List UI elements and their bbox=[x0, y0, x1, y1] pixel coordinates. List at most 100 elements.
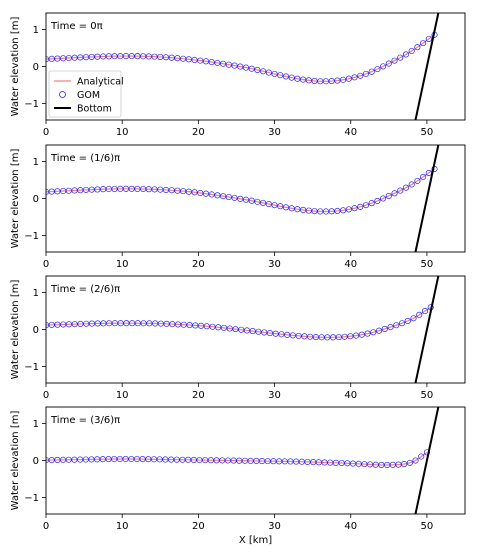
gom-point bbox=[357, 203, 364, 210]
gom-point bbox=[238, 326, 245, 333]
bottom-line bbox=[414, 145, 440, 252]
y-tick-label: 0 bbox=[33, 62, 39, 73]
gom-point bbox=[398, 320, 406, 327]
plot-area bbox=[46, 276, 440, 383]
gom-point bbox=[185, 56, 192, 63]
gom-point bbox=[295, 332, 302, 339]
legend: Analytical GOM Bottom bbox=[48, 70, 124, 118]
gom-point bbox=[357, 72, 364, 79]
y-tick-label: −1 bbox=[24, 493, 39, 504]
x-tick-label: 20 bbox=[192, 390, 205, 401]
x-tick-label: 40 bbox=[344, 390, 357, 401]
gom-point bbox=[347, 333, 354, 340]
gom-point bbox=[345, 75, 352, 82]
gom-point bbox=[385, 60, 392, 67]
y-tick-label: 0 bbox=[33, 194, 39, 205]
gom-point bbox=[220, 324, 228, 331]
gom-point bbox=[301, 333, 308, 340]
gom-point bbox=[334, 207, 341, 215]
x-tick-label: 50 bbox=[421, 127, 434, 138]
bottom-line bbox=[414, 407, 440, 514]
y-tick-label: 1 bbox=[33, 288, 39, 299]
x-tick-label: 30 bbox=[268, 390, 281, 401]
gom-point bbox=[364, 330, 371, 337]
gom-point bbox=[260, 68, 267, 75]
gom-point bbox=[420, 173, 427, 181]
panel-2: 0 10 20 30 40 50 −1 0 1 Water elevation [m] Time =… bbox=[10, 144, 466, 270]
y-axis-label: Water elevation [m] bbox=[10, 149, 21, 249]
gom-point bbox=[420, 40, 427, 47]
x-tick-label: 50 bbox=[421, 390, 434, 401]
gom-point bbox=[328, 78, 335, 85]
gom-point bbox=[406, 459, 413, 466]
gom-point bbox=[381, 325, 388, 332]
gom-point bbox=[294, 75, 301, 82]
gom-point bbox=[111, 320, 118, 327]
legend-label: GOM bbox=[77, 90, 100, 101]
y-tick-label: 0 bbox=[33, 456, 39, 467]
gom-point bbox=[300, 76, 307, 83]
gom-point bbox=[341, 333, 348, 340]
gom-point bbox=[340, 207, 347, 214]
y-tick-label: 1 bbox=[33, 419, 39, 430]
gom-point bbox=[289, 332, 296, 339]
gom-point bbox=[421, 308, 429, 315]
gom-point bbox=[340, 76, 347, 83]
gom-point bbox=[242, 64, 250, 71]
gom-point bbox=[271, 202, 278, 209]
gom-point bbox=[402, 184, 410, 191]
gom-point bbox=[397, 187, 404, 194]
gom-point bbox=[180, 188, 187, 195]
gom-point bbox=[368, 200, 375, 207]
gom-point bbox=[391, 57, 398, 64]
x-tick-label: 0 bbox=[43, 521, 49, 532]
gom-point bbox=[418, 453, 425, 460]
x-axis-label: X [km] bbox=[239, 535, 272, 546]
gom-point bbox=[220, 193, 227, 200]
y-tick-label: 0 bbox=[33, 325, 39, 336]
gom-point bbox=[191, 189, 198, 196]
gom-point bbox=[243, 327, 251, 334]
gom-point bbox=[225, 193, 232, 201]
gom-point bbox=[272, 330, 279, 337]
gom-point bbox=[416, 311, 423, 318]
x-tick-label: 20 bbox=[192, 259, 205, 270]
x-tick-label: 10 bbox=[116, 521, 129, 532]
gom-point bbox=[208, 59, 215, 66]
panel-3: 0 10 20 30 40 50 −1 0 1 Water elevation [m] Time =… bbox=[10, 275, 466, 401]
y-tick-label: −1 bbox=[24, 99, 39, 110]
gom-point bbox=[362, 70, 370, 77]
gom-point bbox=[209, 323, 216, 330]
time-annotation: Time = (1/6)π bbox=[50, 153, 120, 164]
gom-point bbox=[249, 328, 256, 335]
gom-point bbox=[412, 457, 419, 464]
x-tick-label: 40 bbox=[344, 521, 357, 532]
x-tick-label: 50 bbox=[421, 521, 434, 532]
x-tick-label: 20 bbox=[192, 521, 205, 532]
gom-point bbox=[375, 327, 383, 334]
y-tick-label: 1 bbox=[33, 25, 39, 36]
gom-point bbox=[248, 65, 255, 72]
gom-point bbox=[408, 181, 415, 188]
y-tick-label: −1 bbox=[24, 362, 39, 373]
gom-point bbox=[254, 198, 261, 205]
y-tick-label: −1 bbox=[24, 231, 39, 242]
gom-point bbox=[169, 321, 176, 328]
gom-point bbox=[54, 321, 61, 328]
gom-point bbox=[215, 324, 222, 331]
gom-point bbox=[214, 59, 221, 66]
gom-point bbox=[134, 320, 141, 327]
gom-point bbox=[408, 47, 415, 55]
gom-point bbox=[174, 187, 181, 194]
gom-point bbox=[265, 69, 272, 76]
gom-point bbox=[214, 192, 221, 199]
gom-point bbox=[226, 325, 233, 332]
gom-point bbox=[282, 73, 290, 80]
gom-point bbox=[351, 205, 358, 212]
y-axis-label: Water elevation [m] bbox=[10, 280, 21, 380]
gom-point bbox=[294, 206, 301, 213]
plot-area bbox=[46, 145, 440, 252]
gom-point bbox=[277, 72, 284, 79]
gom-point bbox=[180, 55, 187, 62]
